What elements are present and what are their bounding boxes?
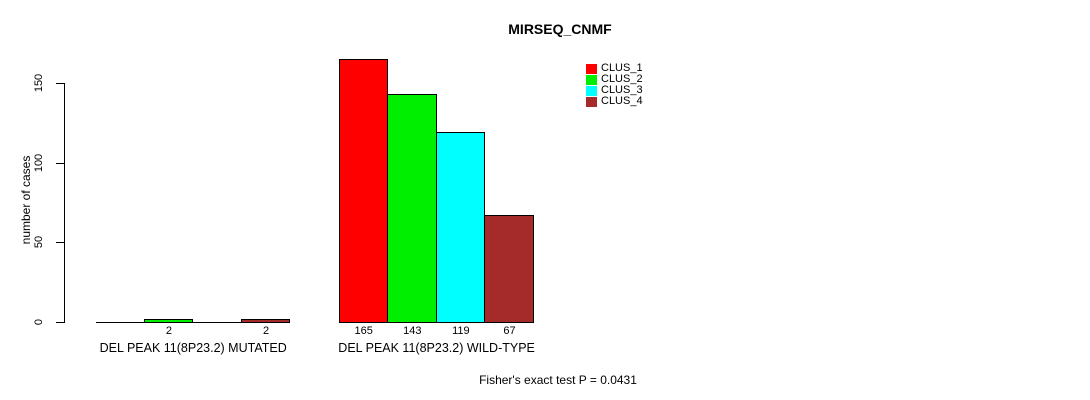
legend-color-swatch: [586, 85, 597, 96]
y-tick-label: 0: [33, 318, 45, 326]
y-axis-line: [64, 83, 65, 323]
bar-value-label: 165: [354, 325, 373, 337]
legend: CLUS_1 CLUS_2 CLUS_3 CLUS_4: [586, 63, 643, 107]
legend-item: CLUS_2: [586, 74, 643, 85]
bar: [339, 59, 388, 323]
legend-label: CLUS_2: [601, 73, 643, 85]
chart-title: MIRSEQ_CNMF: [508, 21, 612, 37]
y-tick-label: 50: [33, 236, 45, 249]
bar: [240, 318, 291, 323]
bar-value-label: 67: [503, 325, 516, 337]
legend-item: CLUS_3: [586, 85, 643, 96]
legend-color-swatch: [586, 96, 597, 107]
legend-label: CLUS_3: [601, 84, 643, 96]
y-tick: [56, 83, 64, 84]
legend-color-swatch: [586, 63, 597, 74]
bar-value-label: 2: [263, 325, 270, 337]
bar-value-label: 2: [165, 325, 172, 337]
y-tick: [56, 162, 64, 164]
bar: [435, 132, 486, 323]
bar: [143, 318, 194, 323]
group-label: DEL PEAK 11(8P23.2) MUTATED: [99, 341, 287, 355]
bar: [484, 215, 534, 323]
legend-color-swatch: [586, 74, 597, 85]
y-tick: [56, 322, 64, 323]
legend-item: CLUS_1: [586, 63, 643, 74]
bar-value-label: 119: [452, 325, 470, 337]
annotation-text: Fisher's exact test P = 0.0431: [479, 373, 637, 387]
legend-item: CLUS_4: [586, 96, 643, 107]
y-axis-label: number of cases: [19, 155, 33, 245]
y-tick-label: 100: [33, 153, 45, 172]
y-tick: [56, 242, 64, 244]
legend-label: CLUS_1: [601, 62, 643, 74]
legend-label: CLUS_4: [601, 95, 643, 107]
group-baseline: [96, 322, 291, 323]
bar-value-label: 143: [403, 325, 422, 337]
y-tick-label: 150: [33, 73, 45, 93]
bar: [387, 94, 437, 323]
group-label: DEL PEAK 11(8P23.2) WILD-TYPE: [338, 341, 535, 355]
